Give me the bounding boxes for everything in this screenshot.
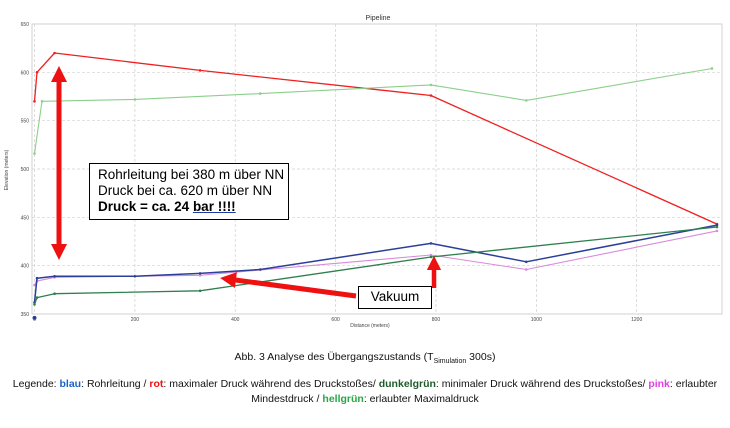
series-1-point xyxy=(33,100,36,103)
gridlines xyxy=(32,23,722,315)
series-1-point xyxy=(35,71,39,74)
legend-caption: Legende: blau: Rohrleitung / rot: maxima… xyxy=(0,377,730,407)
legend-red-text: : maximaler Druck während des Druckstoße… xyxy=(163,378,379,390)
series-3-point xyxy=(33,283,36,287)
series-2-point xyxy=(33,152,36,155)
series-3-point xyxy=(524,268,528,271)
series-line-1 xyxy=(33,52,718,225)
callout-line-2: Druck bei ca. 620 m über NN xyxy=(98,183,273,198)
y-tick-label: 450 xyxy=(21,215,30,221)
series-4-point xyxy=(715,223,719,227)
caption-end: 300s) xyxy=(466,351,496,363)
x-tick-labels: 0 200 400 600 800 1000 1200 xyxy=(33,317,642,323)
callout-line-3-underlined: bar !!!! xyxy=(192,199,236,214)
series-5-point xyxy=(715,225,719,229)
series-5-point xyxy=(429,255,433,259)
series-3-point xyxy=(429,253,433,257)
x-tick-label: 400 xyxy=(231,317,240,323)
y-tick-labels: 350 400 450 500 550 600 650 xyxy=(21,22,30,318)
pipeline-chart: Pipeline 350 400 450 500 550 600 650 0 200 400 60… xyxy=(4,15,723,329)
x-axis-label: Distance (meters) xyxy=(350,323,390,329)
series-lines xyxy=(33,51,719,306)
series-2-point xyxy=(40,100,44,103)
y-tick-label: 650 xyxy=(21,22,30,28)
legend-prefix: Legende: xyxy=(12,378,60,390)
legend-pink-word: pink xyxy=(648,378,670,390)
y-tick-label: 500 xyxy=(21,167,30,173)
y-axis-label: Elevation (meters) xyxy=(4,149,10,190)
series-4-point xyxy=(259,268,262,271)
legend-dgreen-text: : minimaler Druck während des Druckstoße… xyxy=(435,378,649,390)
y-tick-label: 600 xyxy=(21,70,30,76)
start-point-marker xyxy=(32,315,37,320)
y-tick-label: 400 xyxy=(21,264,30,270)
series-line-2 xyxy=(33,67,713,154)
legend-blue-word: blau xyxy=(59,378,82,390)
legend-pink-text: : erlaubter Mindestdruck / xyxy=(251,378,718,405)
vacuum-arrow-left xyxy=(220,272,357,299)
series-5-point xyxy=(33,303,36,306)
series-4-point xyxy=(524,260,528,264)
caption-subscript: Simulation xyxy=(433,358,467,366)
series-2-point xyxy=(133,98,137,101)
series-5-point xyxy=(198,289,202,293)
series-4-point xyxy=(133,275,137,278)
series-1-point xyxy=(53,51,56,55)
series-2-point xyxy=(429,83,433,87)
x-tick-label: 1200 xyxy=(631,317,642,323)
x-tick-label: 200 xyxy=(131,317,140,323)
legend-lgreen-word: hellgrün xyxy=(322,393,364,405)
y-tick-label: 350 xyxy=(21,312,30,318)
series-3-point xyxy=(715,229,719,233)
series-5-point xyxy=(53,292,56,296)
x-tick-label: 600 xyxy=(331,317,340,323)
series-4-point xyxy=(429,242,433,245)
legend-blue-text: : Rohrleitung / xyxy=(81,378,150,390)
series-4-point xyxy=(35,276,39,280)
callout-line-1: Rohrleitung bei 380 m über NN xyxy=(98,167,285,182)
legend-red-word: rot xyxy=(149,378,164,390)
chart-title: Pipeline xyxy=(366,15,391,22)
series-1-point xyxy=(198,69,202,72)
series-2-point xyxy=(524,99,528,102)
series-4-point xyxy=(53,275,56,278)
caption-main: Abb. 3 Analyse des Übergangszustands (T xyxy=(234,351,434,363)
callout-line-3: Druck = ca. 24 bar !!!! xyxy=(98,199,288,215)
series-1-point xyxy=(429,94,433,97)
legend-dgreen-word: dunkelgrün xyxy=(378,378,436,390)
series-3-point xyxy=(198,274,202,277)
x-tick-label: 1000 xyxy=(531,317,542,323)
series-4-point xyxy=(198,272,202,275)
series-5-point xyxy=(35,296,39,299)
pressure-callout: Rohrleitung bei 380 m über NN Druck bei … xyxy=(89,163,289,220)
x-tick-label: 800 xyxy=(432,317,441,323)
series-2-point xyxy=(259,92,262,95)
legend-lgreen-text: : erlaubter Maximaldruck xyxy=(363,393,479,405)
series-2-point xyxy=(710,67,714,70)
x-tick-label: 0 xyxy=(33,317,36,323)
figure-caption: Abb. 3 Analyse des Übergangszustands (TS… xyxy=(0,351,730,365)
vacuum-label: Vakuum xyxy=(358,286,432,309)
callout-line-3-prefix: Druck = ca. 24 xyxy=(98,199,193,214)
y-tick-label: 550 xyxy=(21,119,30,125)
